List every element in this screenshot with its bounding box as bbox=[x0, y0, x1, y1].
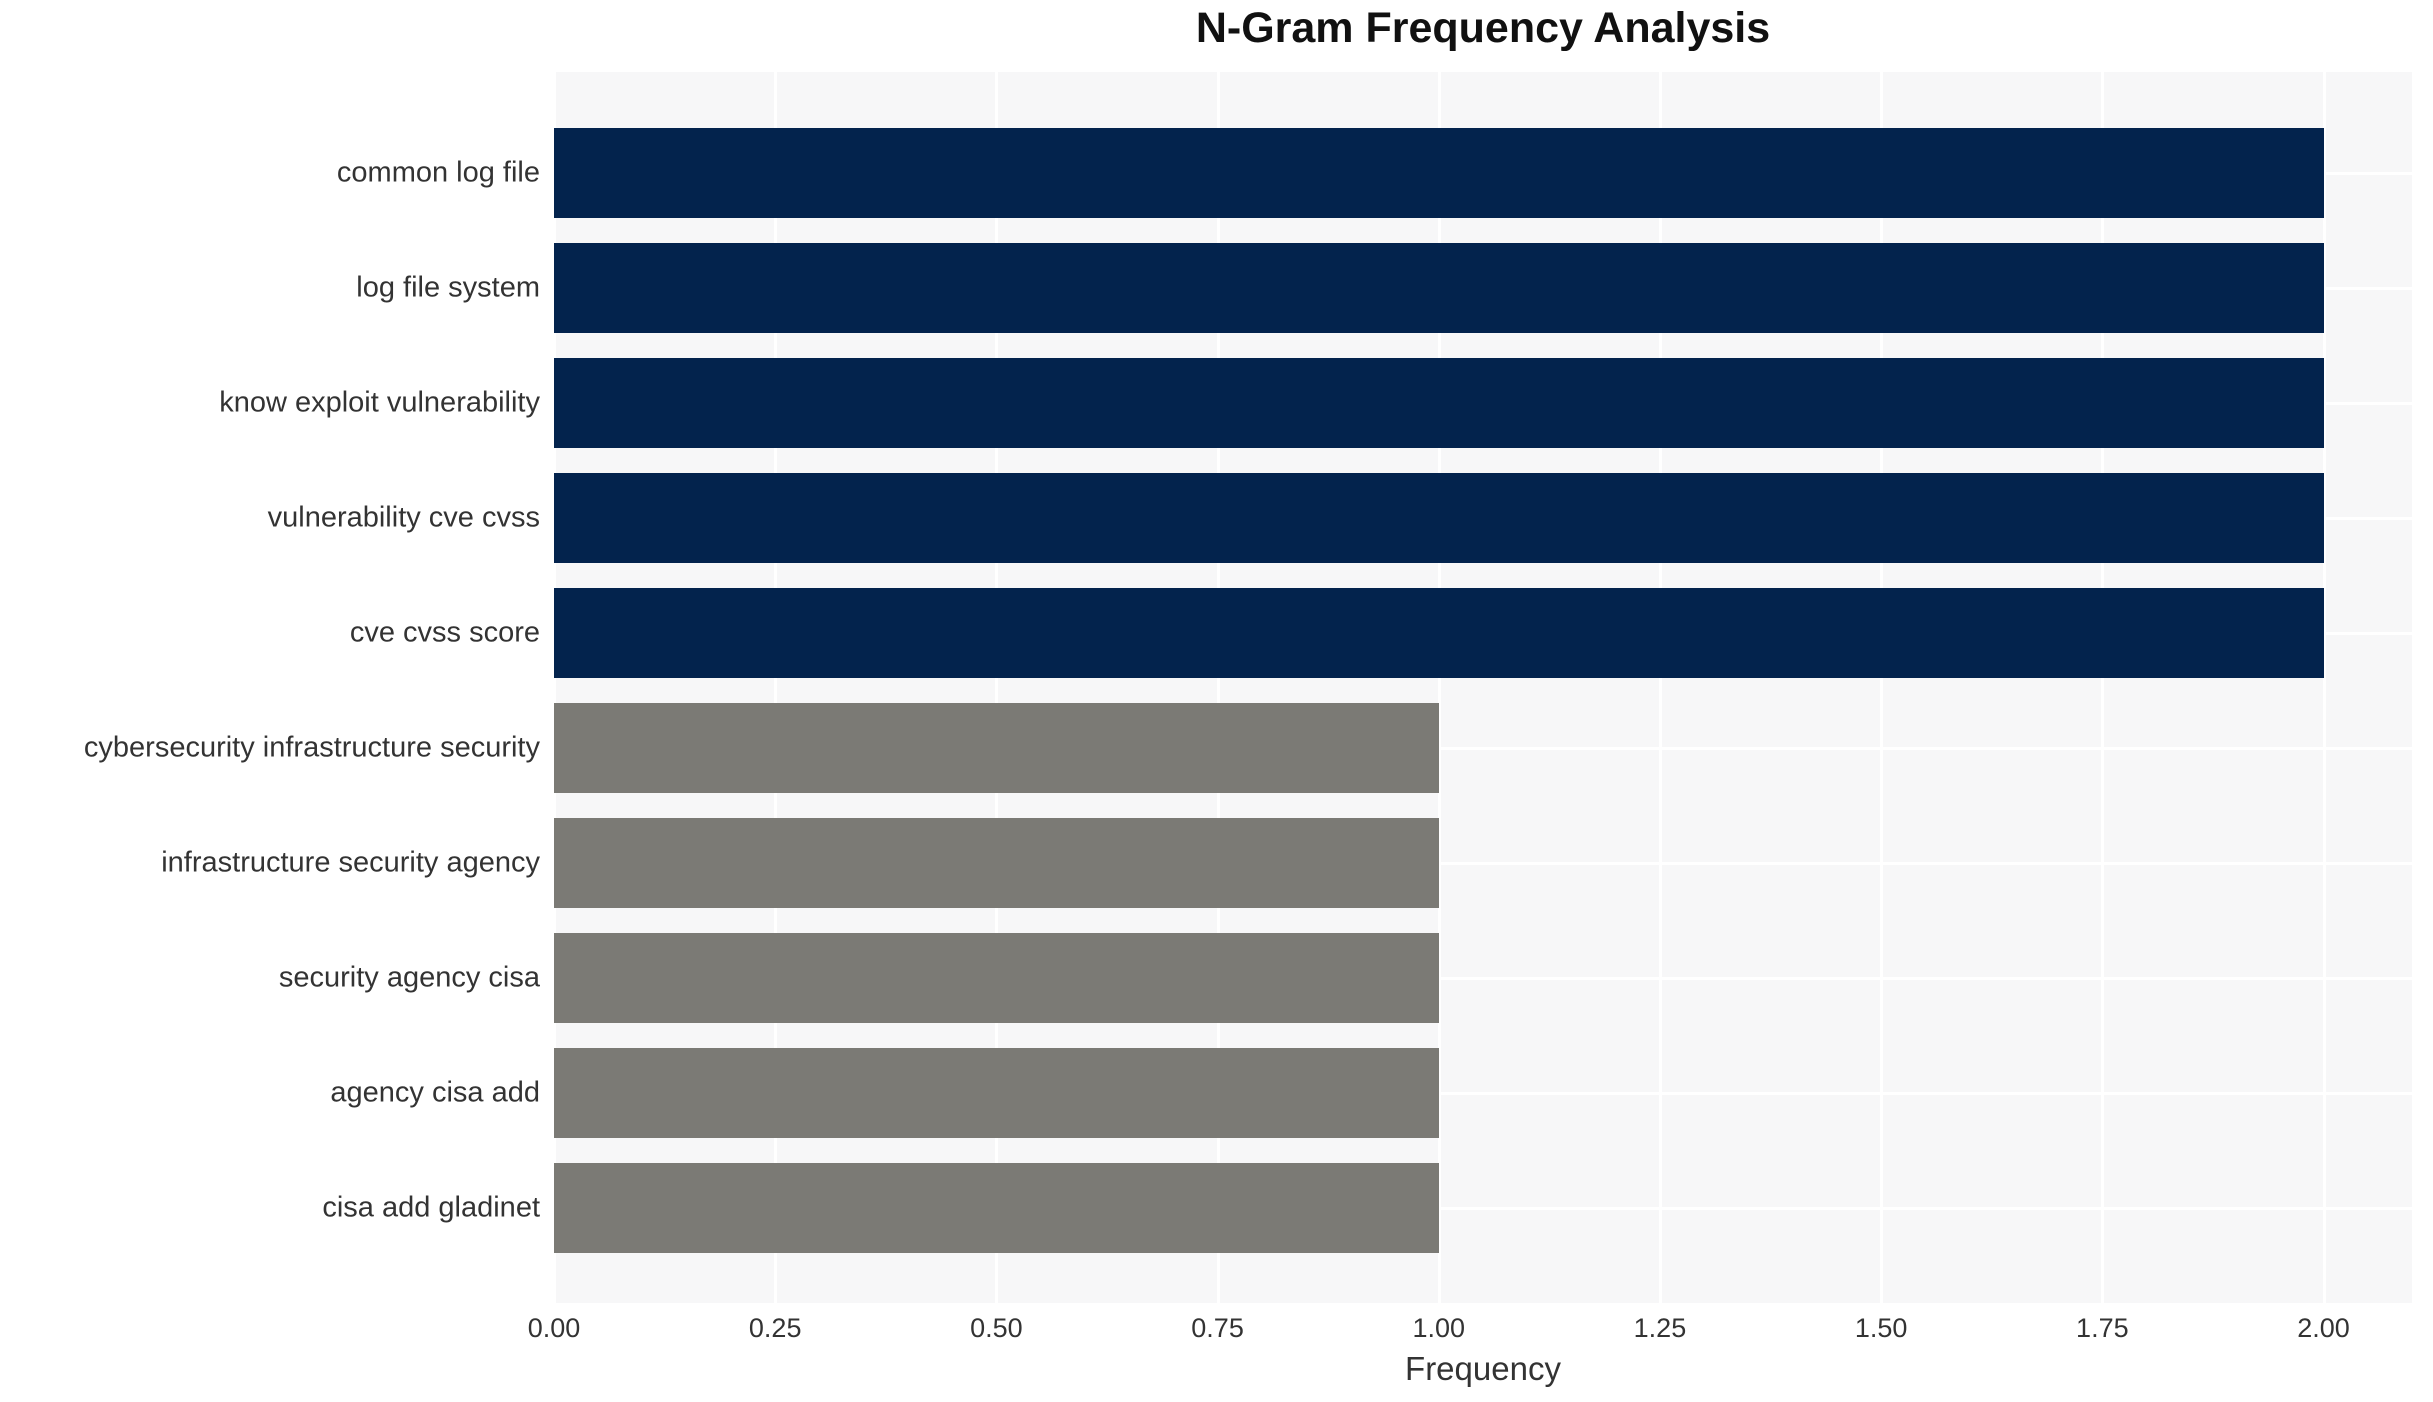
y-label-cybersecurity-infrastructure-security: cybersecurity infrastructure security bbox=[83, 731, 540, 764]
y-label-cisa-add-gladinet: cisa add gladinet bbox=[322, 1191, 540, 1224]
y-gridline bbox=[554, 747, 2412, 750]
y-label-know-exploit-vulnerability: know exploit vulnerability bbox=[219, 386, 540, 419]
bar-cybersecurity-infrastructure-security bbox=[554, 703, 1439, 793]
x-tick-0.75: 0.75 bbox=[1191, 1313, 1244, 1343]
bar-log-file-system bbox=[554, 243, 2324, 333]
y-label-log-file-system: log file system bbox=[356, 271, 540, 304]
x-gridline bbox=[1437, 72, 1441, 1303]
x-tick-0.50: 0.50 bbox=[970, 1313, 1023, 1343]
y-axis-category-labels: common log file log file system know explo… bbox=[0, 72, 540, 1303]
y-gridline bbox=[554, 1207, 2412, 1210]
y-gridline bbox=[554, 862, 2412, 865]
x-gridline bbox=[553, 72, 556, 1303]
y-label-vulnerability-cve-cvss: vulnerability cve cvss bbox=[267, 501, 540, 534]
x-gridline bbox=[1658, 72, 1662, 1303]
x-gridline bbox=[1216, 72, 1220, 1303]
y-label-infrastructure-security-agency: infrastructure security agency bbox=[161, 846, 540, 879]
x-gridline bbox=[1880, 72, 1884, 1303]
x-gridline bbox=[774, 72, 778, 1303]
x-gridline bbox=[2322, 72, 2326, 1303]
bar-cisa-add-gladinet bbox=[554, 1163, 1439, 1253]
plot-area bbox=[553, 72, 2412, 1303]
x-tick-2.00: 2.00 bbox=[2297, 1313, 2350, 1343]
y-gridline bbox=[554, 1092, 2412, 1095]
y-label-common-log-file: common log file bbox=[336, 156, 540, 189]
bar-vulnerability-cve-cvss bbox=[554, 473, 2324, 563]
x-tick-1.75: 1.75 bbox=[2076, 1313, 2129, 1343]
y-label-cve-cvss-score: cve cvss score bbox=[349, 616, 540, 649]
y-gridline bbox=[554, 977, 2412, 980]
x-tick-1.25: 1.25 bbox=[1633, 1313, 1687, 1343]
x-tick-0.00: 0.00 bbox=[527, 1313, 581, 1343]
x-gridline bbox=[995, 72, 999, 1303]
bar-infrastructure-security-agency bbox=[554, 818, 1439, 908]
bar-security-agency-cisa bbox=[554, 933, 1439, 1023]
chart-title: N-Gram Frequency Analysis bbox=[1195, 4, 1771, 52]
bar-know-exploit-vulnerability bbox=[554, 358, 2324, 448]
x-tick-1.00: 1.00 bbox=[1412, 1313, 1466, 1343]
x-tick-1.50: 1.50 bbox=[1854, 1313, 1908, 1343]
x-axis-tick-labels: 0.00 0.25 0.50 0.75 1.00 1.25 1.50 1.75 2.00 bbox=[528, 1303, 2412, 1353]
bar-agency-cisa-add bbox=[554, 1048, 1439, 1138]
x-tick-0.25: 0.25 bbox=[748, 1313, 802, 1343]
y-label-agency-cisa-add: agency cisa add bbox=[330, 1076, 540, 1109]
y-label-security-agency-cisa: security agency cisa bbox=[278, 961, 540, 994]
x-axis-title: Frequency bbox=[1405, 1350, 1561, 1387]
bar-cve-cvss-score bbox=[554, 588, 2324, 678]
x-gridline bbox=[2101, 72, 2105, 1303]
bar-common-log-file bbox=[554, 128, 2324, 218]
